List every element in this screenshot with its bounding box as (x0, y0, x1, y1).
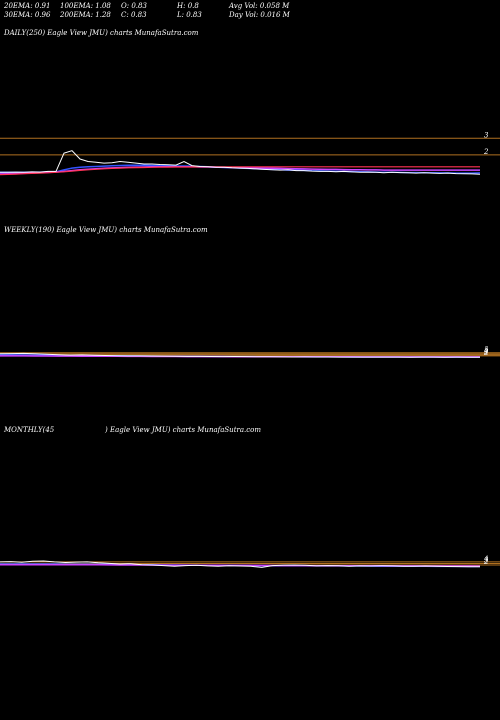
day-vol-label: Day Vol: 0.016 M (229, 11, 290, 19)
close-label: C: 0.83 (121, 11, 147, 19)
avg-vol-label: Avg Vol: 0.058 M (229, 2, 290, 10)
price-line (0, 560, 480, 568)
price-line (0, 352, 480, 358)
daily-chart: 32 (0, 131, 500, 176)
ema-line (0, 166, 480, 176)
monthly-chart: 432 (0, 555, 500, 568)
monthly-panel-title-right: ) Eagle View JMU) charts MunafaSutra.com (105, 426, 262, 434)
y-tick-label: 4 (483, 347, 488, 355)
ema100-label: 100EMA: 1.08 (60, 2, 111, 10)
low-label: L: 0.83 (177, 11, 202, 19)
ema200-label: 200EMA: 1.28 (60, 11, 111, 19)
y-tick-label: 3 (484, 556, 489, 564)
y-tick-label: 5 (484, 346, 489, 354)
y-tick-label: 3 (484, 131, 489, 139)
y-tick-label: 2 (483, 349, 489, 357)
ema30-label: 30EMA: 0.96 (4, 11, 51, 19)
ema20-label: 20EMA: 0.91 (4, 2, 51, 10)
y-tick-label: 4 (483, 555, 488, 563)
high-label: H: 0.8 (177, 2, 199, 10)
price-line (0, 150, 481, 175)
y-tick-label: 2 (483, 148, 489, 156)
daily-panel-title: DAILY(250) Eagle View JMU) charts Munafa… (4, 29, 199, 37)
y-tick-label: 3 (484, 348, 489, 356)
open-label: O: 0.83 (121, 2, 147, 10)
monthly-panel-title-left: MONTHLY(45 (4, 426, 55, 434)
weekly-panel-title: WEEKLY(190) Eagle View JMU) charts Munaf… (4, 226, 208, 234)
y-tick-label: 2 (483, 558, 489, 566)
